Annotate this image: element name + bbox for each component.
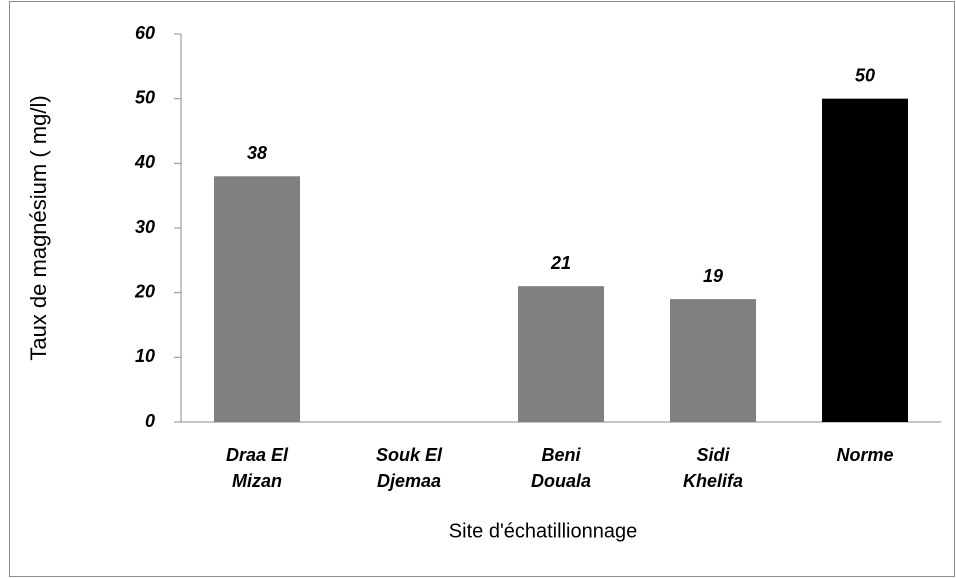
x-tick-label: Norme bbox=[836, 445, 894, 465]
x-tick-label: Draa El Mizan bbox=[225, 445, 289, 491]
y-tick-label: 50 bbox=[135, 87, 155, 107]
chart-border bbox=[9, 1, 955, 577]
y-tick-label: 20 bbox=[134, 281, 155, 301]
data-label: 38 bbox=[247, 143, 267, 163]
y-tick-label: 0 bbox=[145, 411, 155, 431]
data-label: 50 bbox=[855, 65, 875, 85]
bar bbox=[670, 299, 756, 422]
data-label: 19 bbox=[703, 266, 723, 286]
y-tick-label: 60 bbox=[135, 23, 155, 43]
y-tick-label: 10 bbox=[135, 346, 155, 366]
x-axis-label: Site d'échatillionnage bbox=[449, 520, 637, 542]
y-axis-label: Taux de magnésium ( mg/l) bbox=[26, 95, 51, 360]
bar bbox=[518, 286, 604, 422]
y-tick-label: 30 bbox=[135, 217, 155, 237]
bar bbox=[214, 176, 300, 422]
x-tick-label: Souk El Djemaa bbox=[375, 445, 442, 491]
x-tick-label: Beni Douala bbox=[530, 445, 591, 491]
data-label: 21 bbox=[550, 253, 571, 273]
y-tick-label: 40 bbox=[134, 152, 155, 172]
bar bbox=[822, 98, 908, 423]
x-tick-label: Sidi Khelifa bbox=[682, 445, 743, 491]
